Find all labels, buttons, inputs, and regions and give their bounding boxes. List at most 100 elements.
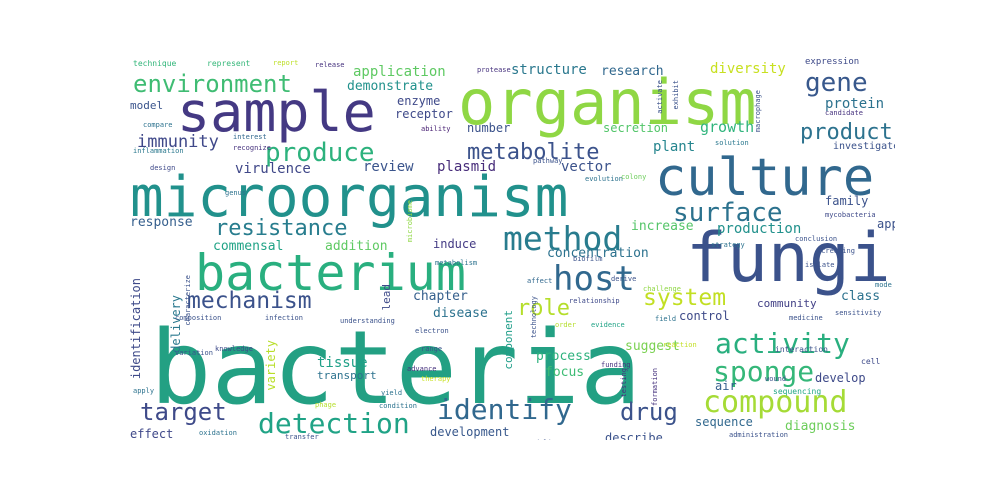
cloud-word: lead bbox=[380, 284, 393, 311]
cloud-word: therapy bbox=[421, 375, 451, 383]
word-cloud: bacteria microorganism organism sample c… bbox=[125, 50, 895, 441]
cloud-word: characterize bbox=[184, 275, 192, 326]
cloud-word: diagnosis bbox=[785, 419, 856, 434]
cloud-word: derive bbox=[611, 275, 637, 283]
cloud-word: demonstrate bbox=[347, 79, 434, 94]
cloud-word: family bbox=[825, 194, 869, 208]
cloud-word: sequencing bbox=[773, 387, 822, 396]
cloud-word: microbiome bbox=[406, 200, 414, 243]
cloud-word: identification bbox=[129, 278, 143, 380]
cloud-word: air bbox=[715, 379, 737, 393]
cloud-word: virulence bbox=[235, 161, 311, 177]
cloud-word: candidate bbox=[825, 109, 863, 117]
cloud-word: order bbox=[555, 321, 577, 329]
cloud-word: interest bbox=[233, 133, 267, 141]
cloud-word: community bbox=[757, 297, 817, 310]
cloud-word: administration bbox=[729, 431, 789, 439]
cloud-word: review bbox=[363, 159, 414, 175]
cloud-word: infection bbox=[265, 314, 303, 322]
cloud-word: develop bbox=[815, 371, 866, 385]
cloud-word: plasmid bbox=[437, 159, 497, 175]
cloud-word: gene bbox=[805, 68, 868, 98]
cloud-word: ability bbox=[421, 125, 451, 133]
cloud-word: oxidation bbox=[199, 429, 237, 437]
cloud-word: class bbox=[841, 289, 881, 304]
cloud-word: sponge bbox=[713, 355, 815, 388]
cloud-word: activate bbox=[656, 80, 664, 114]
cloud-word: fungi bbox=[686, 219, 891, 298]
cloud-word: investigate bbox=[833, 141, 895, 152]
cloud-word: response bbox=[130, 215, 193, 230]
cloud-word: protease bbox=[477, 66, 511, 74]
cloud-word: colony bbox=[621, 173, 647, 181]
cloud-word: conclusion bbox=[795, 235, 838, 243]
cloud-word: model bbox=[130, 99, 164, 112]
cloud-word: transfer bbox=[285, 433, 319, 441]
cloud-word: suggest bbox=[625, 339, 680, 354]
cloud-word: culture bbox=[655, 148, 875, 208]
cloud-word: genus bbox=[225, 189, 247, 197]
cloud-word: design bbox=[150, 164, 176, 172]
cloud-word: activity bbox=[715, 327, 850, 360]
cloud-word: biofilm bbox=[573, 255, 603, 263]
cloud-word: target bbox=[140, 398, 227, 426]
cloud-word: technique bbox=[133, 59, 177, 68]
cloud-word: bacteria bbox=[150, 309, 642, 428]
cloud-word: cell bbox=[861, 357, 881, 366]
cloud-word: microorganism bbox=[130, 165, 569, 230]
cloud-word: component bbox=[502, 310, 515, 370]
cloud-word: electron bbox=[415, 327, 449, 335]
cloud-word: mode bbox=[875, 281, 892, 289]
cloud-word: protein bbox=[825, 96, 885, 112]
cloud-word: transport bbox=[317, 369, 377, 382]
cloud-word: chapter bbox=[413, 289, 468, 304]
cloud-word: organism bbox=[458, 66, 757, 139]
cloud-word: resistance bbox=[215, 216, 348, 241]
cloud-word: pathway bbox=[533, 157, 563, 165]
cloud-word: evidence bbox=[591, 321, 625, 329]
cloud-word: system bbox=[643, 285, 727, 311]
cloud-word: metabolism bbox=[435, 259, 478, 267]
cloud-word: isolate bbox=[805, 261, 835, 269]
cloud-word: product bbox=[800, 120, 893, 145]
cloud-word: metabolite bbox=[467, 140, 600, 165]
cloud-word: composition bbox=[175, 314, 222, 322]
cloud-word: inflammation bbox=[133, 147, 184, 155]
cloud-word: compound bbox=[703, 385, 848, 420]
cloud-word: yield bbox=[381, 389, 403, 397]
cloud-word: field bbox=[655, 315, 677, 323]
cloud-word: formation bbox=[651, 368, 659, 406]
cloud-word: understanding bbox=[340, 317, 395, 325]
cloud-word: testing bbox=[620, 368, 628, 398]
cloud-word: strategy bbox=[711, 241, 745, 249]
cloud-word: application bbox=[353, 64, 446, 80]
cloud-word: secretion bbox=[603, 121, 669, 135]
cloud-word: diversity bbox=[710, 61, 786, 77]
cloud-word: apply bbox=[133, 387, 155, 395]
cloud-word: research bbox=[601, 64, 664, 79]
cloud-word: process bbox=[536, 349, 591, 364]
cloud-word: variation bbox=[175, 349, 213, 357]
cloud-word: compare bbox=[143, 121, 173, 129]
cloud-word: growth bbox=[700, 118, 755, 136]
cloud-word: technology bbox=[530, 296, 538, 339]
cloud-word: knowledge bbox=[215, 345, 253, 353]
cloud-word: concentration bbox=[547, 246, 649, 261]
cloud-word: approach bbox=[877, 217, 895, 231]
cloud-word: reaction bbox=[663, 341, 697, 349]
cloud-word: represent bbox=[207, 59, 251, 68]
cloud-word: addition bbox=[325, 239, 388, 254]
cloud-word: induce bbox=[433, 237, 477, 251]
cloud-word: surface bbox=[673, 198, 783, 228]
cloud-word: solution bbox=[715, 139, 749, 147]
cloud-word: detection bbox=[258, 407, 410, 440]
cloud-word: structure bbox=[511, 62, 587, 78]
cloud-word: effect bbox=[130, 427, 174, 440]
cloud-word: produce bbox=[265, 138, 375, 168]
cloud-word: screening bbox=[817, 247, 855, 255]
cloud-word: exhibit bbox=[672, 80, 680, 110]
cloud-word: condition bbox=[379, 402, 417, 410]
cloud-word: medicine bbox=[789, 314, 823, 322]
cloud-word: recognize bbox=[233, 144, 271, 152]
cloud-word: environment bbox=[133, 70, 292, 98]
